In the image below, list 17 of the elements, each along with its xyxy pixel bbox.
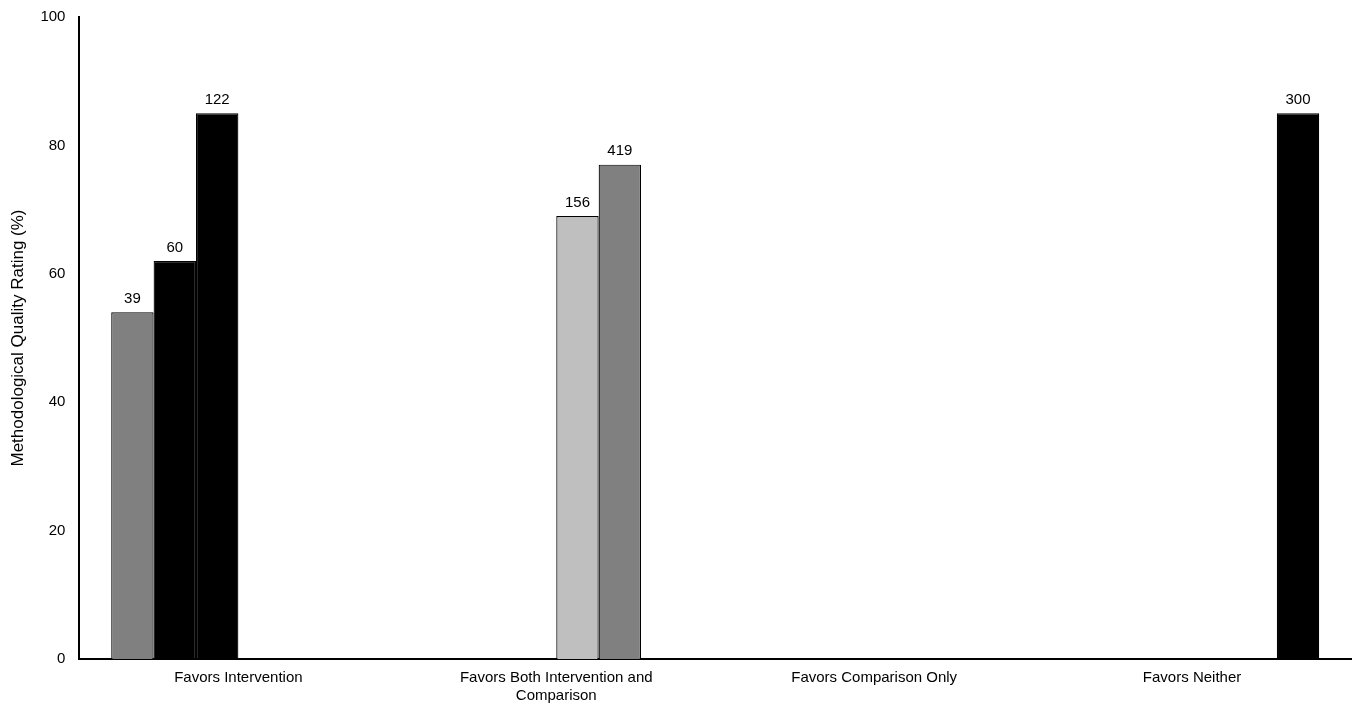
annotation: 60 (166, 237, 184, 255)
annotation: 419 (607, 141, 633, 159)
x-tick-label: Favors Comparison Only (791, 668, 958, 686)
y-axis-title: Methodological Quality Rating (%) (7, 209, 27, 467)
x-tick-label: Favors Both Intervention and Comparison (459, 668, 653, 704)
y-tick-label: 100 (40, 7, 66, 25)
annotation: 156 (564, 192, 590, 210)
annotation: 39 (124, 288, 141, 306)
x-tick-label: Favors Intervention (174, 668, 303, 686)
x-tick-label: Favors Neither (1142, 668, 1242, 686)
y-tick-label: 0 (57, 649, 66, 667)
y-tick-label: 20 (48, 520, 66, 538)
annotation: 300 (1285, 89, 1311, 107)
y-tick-label: 80 (48, 135, 66, 153)
y-tick-label: 60 (48, 263, 66, 281)
annotation: 122 (204, 89, 230, 107)
y-tick-label: 40 (48, 392, 66, 410)
